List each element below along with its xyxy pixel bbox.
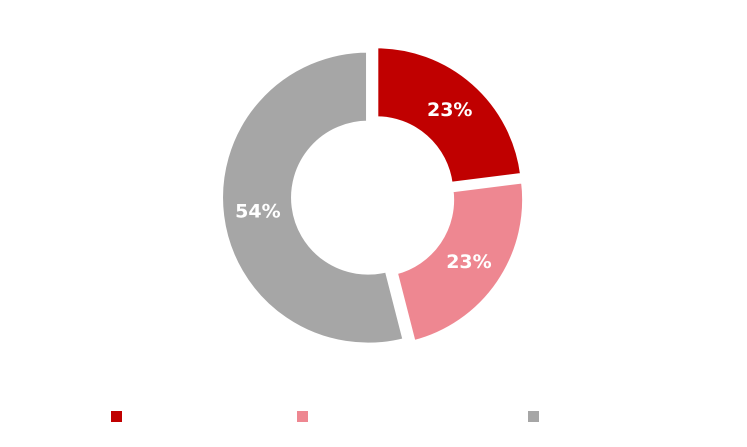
legend-item-2 [297,406,314,426]
slice-label-2: 23% [446,251,491,273]
legend-item-1 [111,406,128,426]
donut-slice-3 [219,48,408,347]
legend-swatch-3 [528,410,539,422]
legend-item-3 [528,406,545,426]
donut-slice-2 [393,179,527,345]
chart-legend [0,406,747,430]
donut-slice-1 [374,44,525,187]
legend-swatch-1 [111,410,122,422]
legend-swatch-2 [297,410,308,422]
slice-label-3: 54% [235,201,280,223]
slice-label-1: 23% [427,99,472,121]
